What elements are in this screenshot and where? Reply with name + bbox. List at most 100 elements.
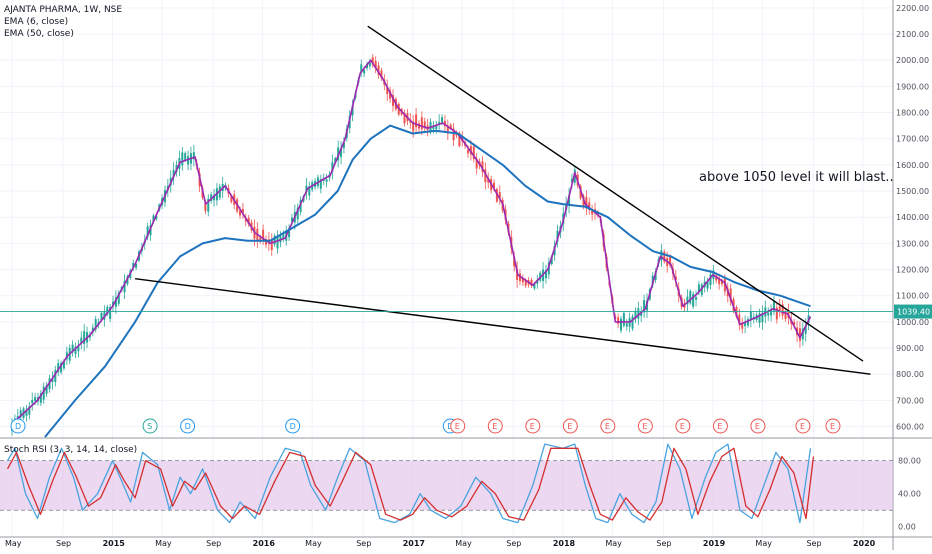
candle-body <box>288 228 291 238</box>
event-marker-label: E <box>530 422 535 431</box>
event-marker <box>712 418 728 434</box>
candle-body <box>380 70 383 79</box>
candle-body <box>585 196 588 209</box>
candle-body <box>340 148 343 157</box>
candle-body <box>700 284 703 295</box>
candle-body <box>262 229 265 240</box>
candle-body <box>625 323 628 327</box>
ema6-legend: EMA (6, close) <box>4 17 69 27</box>
event-marker <box>285 418 301 434</box>
event-marker-label: E <box>755 422 760 431</box>
price-tick-label: 1500.00 <box>896 187 929 196</box>
candle-body <box>117 292 120 304</box>
candle-body <box>472 146 475 160</box>
candle-body <box>729 288 732 302</box>
event-marker-label: E <box>605 422 610 431</box>
candle-body <box>498 192 501 199</box>
candle-body <box>325 179 328 182</box>
event-marker-label: E <box>642 422 647 431</box>
candle-body <box>524 280 527 286</box>
time-tick-label: Sep <box>356 539 371 548</box>
time-tick-label: May <box>755 539 772 548</box>
candle-body <box>109 306 112 319</box>
event-marker-label: S <box>147 422 152 431</box>
rsi-series-K <box>6 443 812 524</box>
candle-body <box>106 306 109 315</box>
candle-body <box>637 308 640 319</box>
event-marker <box>600 418 616 434</box>
event-marker-label: D <box>290 422 296 431</box>
ema50-legend: EMA (50, close) <box>4 29 74 39</box>
candle-body <box>270 239 273 250</box>
candle-body <box>42 386 45 400</box>
time-tick-label: May <box>155 539 172 548</box>
price-tick-label: 1000.00 <box>896 318 929 327</box>
candle-body <box>487 178 490 183</box>
time-tick-label: May <box>305 539 322 548</box>
candle-body <box>674 276 677 281</box>
candle-body <box>481 161 484 172</box>
candle-body <box>744 322 747 327</box>
candle-body <box>793 321 796 325</box>
candle-body <box>308 186 311 196</box>
candle-body <box>706 280 709 289</box>
candle-body <box>709 274 712 286</box>
candle-body <box>441 117 444 123</box>
event-marker <box>450 418 466 434</box>
candle-body <box>573 169 576 183</box>
event-marker-label: E <box>800 422 805 431</box>
candle-body <box>715 275 718 281</box>
series-trend <box>135 278 871 375</box>
event-marker <box>180 418 196 434</box>
candle-body <box>415 114 418 128</box>
time-tick-label: Sep <box>656 539 671 548</box>
candle-body <box>738 314 741 325</box>
chart-legend: AJANTA PHARMA, 1W, NSE EMA (6, close) EM… <box>4 4 122 40</box>
candle-body <box>204 202 207 211</box>
candle-body <box>218 186 221 198</box>
candle-body <box>591 210 594 215</box>
candle-body <box>784 311 787 320</box>
event-marker-label: E <box>717 422 722 431</box>
event-marker-label: E <box>492 422 497 431</box>
candle-body <box>77 346 80 352</box>
candle-body <box>758 313 761 323</box>
price-tick-label: 1700.00 <box>896 135 929 144</box>
candle-body <box>132 262 135 268</box>
candle-body <box>669 256 672 266</box>
candle-body <box>54 370 57 383</box>
rsi-band <box>0 460 893 511</box>
price-tick-label: 600.00 <box>896 423 924 432</box>
candle-body <box>331 162 334 172</box>
series-ema50 <box>44 124 811 438</box>
candle-body <box>319 179 322 189</box>
candle-body <box>568 195 571 206</box>
event-marker <box>142 418 158 434</box>
candle-body <box>88 334 91 338</box>
candle-body <box>697 284 700 293</box>
candle-body <box>767 312 770 316</box>
candle-body <box>536 280 539 284</box>
price-tick-label: 1800.00 <box>896 109 929 118</box>
series-trend <box>367 25 864 362</box>
time-tick-label: May <box>5 539 22 548</box>
event-marker-label: E <box>567 422 572 431</box>
series-ema6 <box>11 59 812 425</box>
candle-body <box>692 293 695 307</box>
candle-body <box>244 218 247 222</box>
candle-body <box>801 328 804 340</box>
candle-body <box>412 121 415 132</box>
candle-body <box>775 307 778 320</box>
candle-body <box>94 318 97 330</box>
candle-body <box>371 57 374 65</box>
candle-body <box>467 149 470 154</box>
candle-body <box>51 378 54 383</box>
candle-body <box>588 202 591 210</box>
candle-body <box>264 239 267 245</box>
event-marker-label: E <box>830 422 835 431</box>
candle-body <box>374 60 377 69</box>
candle-body <box>57 363 60 373</box>
candle-body <box>334 158 337 163</box>
candle-body <box>798 328 801 341</box>
candle-body <box>192 152 195 160</box>
